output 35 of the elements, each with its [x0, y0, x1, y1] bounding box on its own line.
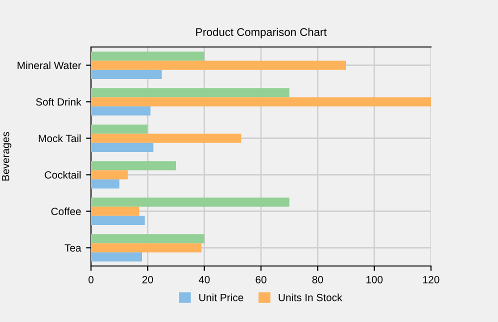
y-tick-label: Coffee: [51, 207, 81, 216]
y-tick-label: Mineral Water: [18, 61, 82, 70]
legend-label: Units In Stock: [278, 294, 342, 302]
y-axis-title: Beverages: [2, 132, 12, 181]
legend-label: Unit Price: [199, 294, 244, 302]
x-tick-label: 80: [312, 276, 324, 284]
bar: [91, 206, 140, 216]
x-tick-label: 100: [366, 276, 383, 284]
x-tick-label: 0: [88, 276, 94, 284]
bar: [91, 142, 154, 152]
bar: [91, 252, 142, 262]
bar: [91, 52, 204, 61]
chart-title: Product Comparison Chart: [196, 28, 327, 38]
bar: [91, 97, 431, 106]
bar: [91, 106, 150, 116]
bar: [91, 243, 202, 252]
x-tick-label: 60: [256, 276, 266, 284]
bar: [91, 234, 204, 244]
x-tick-label: 40: [198, 276, 210, 284]
y-tick-label: Tea: [64, 244, 82, 252]
bar: [91, 198, 290, 207]
y-tick-label: Mock Tail: [38, 134, 81, 142]
x-tick-label: 120: [423, 276, 440, 284]
bar: [91, 216, 145, 225]
bar: [91, 161, 176, 170]
y-tick-label: Cocktail: [44, 170, 81, 179]
bar: [91, 170, 128, 180]
bar: [91, 60, 346, 70]
bar: [91, 88, 290, 98]
y-tick-label: Soft Drink: [36, 98, 82, 106]
bar: [91, 124, 148, 134]
bar: [91, 70, 162, 79]
bar: [91, 134, 242, 143]
x-tick-label: 20: [142, 276, 154, 284]
bar: [91, 179, 120, 188]
